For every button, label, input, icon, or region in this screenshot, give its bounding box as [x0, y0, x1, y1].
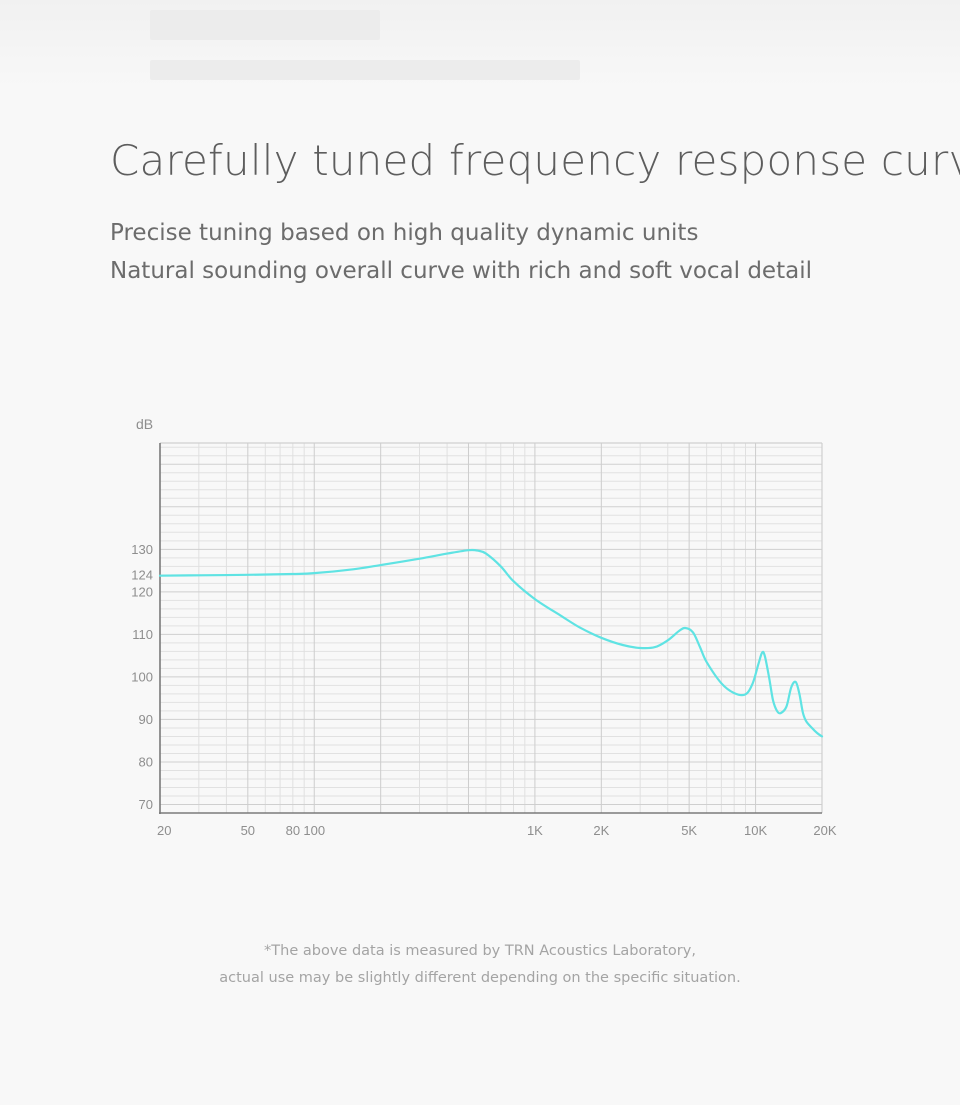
x-tick-label: 1K [527, 823, 543, 838]
y-tick-labels: 130 124 120 110 100 90 80 70 [131, 542, 153, 812]
x-tick-label: 20K [813, 823, 836, 838]
faded-image-strip [150, 60, 580, 80]
x-tick-label: 50 [241, 823, 255, 838]
y-tick-label: 80 [139, 754, 153, 769]
x-tick-label: 5K [681, 823, 697, 838]
faded-previous-section [0, 0, 960, 90]
y-tick-label: 100 [131, 669, 153, 684]
page-title: Carefully tuned frequency response curve [110, 136, 960, 185]
series-line [158, 548, 824, 738]
y-tick-label: 124 [131, 567, 153, 582]
y-tick-label: 110 [132, 627, 153, 642]
faded-image-strip [150, 10, 380, 40]
y-tick-label: 120 [131, 584, 153, 599]
major-gridlines [159, 442, 823, 813]
minor-gridlines [160, 443, 822, 813]
series-group [158, 548, 824, 738]
footnote-line-1: *The above data is measured by TRN Acous… [264, 943, 696, 959]
x-tick-label: 10K [744, 823, 767, 838]
y-tick-label: 70 [139, 797, 153, 812]
x-tick-label: 80 [286, 823, 300, 838]
y-axis-label: dB [136, 416, 153, 432]
y-tick-label: 130 [131, 542, 153, 557]
x-tick-label: 2K [593, 823, 609, 838]
axes [159, 443, 822, 814]
x-tick-label: 20 [157, 823, 171, 838]
x-tick-label: 100 [303, 823, 325, 838]
footnote-line-2: actual use may be slightly different dep… [219, 970, 741, 986]
x-tick-labels: 20 50 80 100 1K 2K 5K 10K 20K [157, 823, 837, 838]
y-tick-label: 90 [139, 712, 153, 727]
subtitle-line-2: Natural sounding overall curve with rich… [110, 258, 812, 284]
subtitle-line-1: Precise tuning based on high quality dyn… [110, 220, 699, 246]
